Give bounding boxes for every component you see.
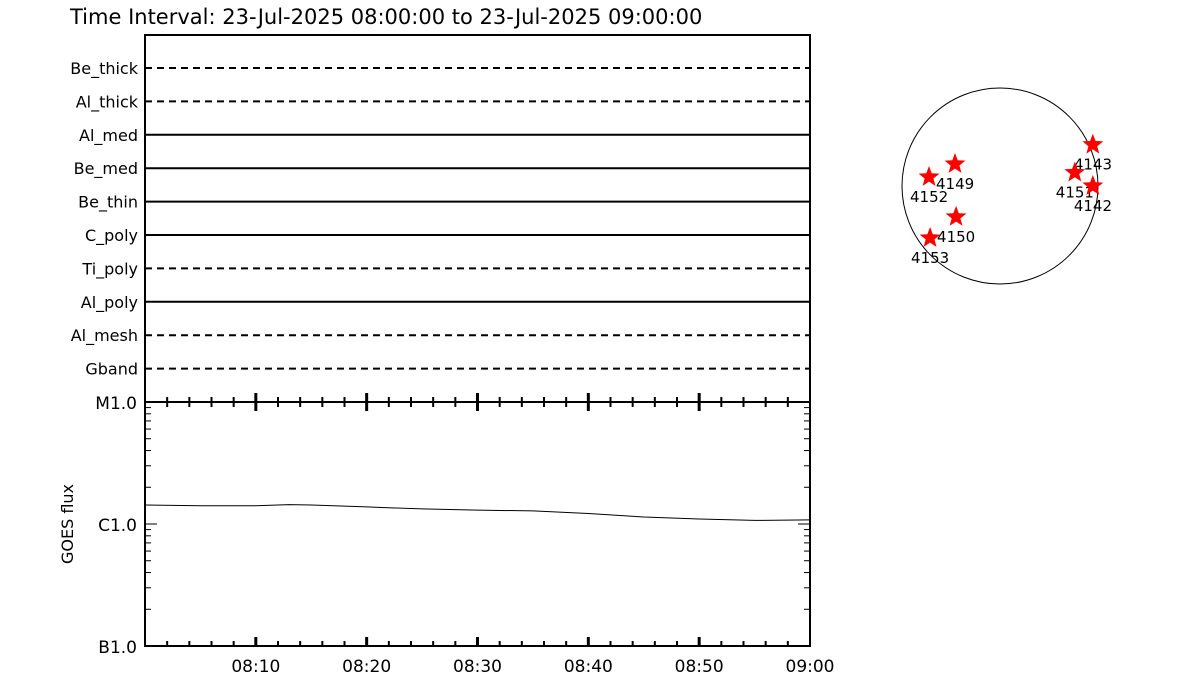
filter-label: Be_med: [74, 159, 138, 179]
x-tick-label: 08:20: [342, 657, 391, 677]
filter-label: Gband: [85, 360, 138, 379]
active-region-label: 4150: [937, 228, 975, 246]
filter-label: Al_mesh: [71, 326, 138, 346]
filter-label: Al_thick: [76, 92, 139, 112]
active-region-star-4142: [1082, 175, 1104, 195]
chart-title: Time Interval: 23-Jul-2025 08:00:00 to 2…: [69, 5, 702, 29]
y-tick-label: B1.0: [98, 638, 137, 658]
active-region-star-4152: [918, 166, 940, 186]
filter-label: Al_poly: [81, 293, 138, 313]
active-region-star-4143: [1082, 133, 1104, 154]
y-tick-label: M1.0: [95, 394, 137, 414]
filter-panel-frame: [144, 34, 811, 403]
active-region-star-4149: [944, 153, 966, 173]
active-region-label: 4152: [910, 188, 948, 206]
x-tick-label: 08:40: [564, 657, 613, 677]
filter-label: Be_thick: [70, 59, 138, 79]
active-region-star-4150: [945, 205, 967, 226]
goes-panel-frame: [144, 401, 811, 647]
x-tick-label: 08:10: [231, 657, 280, 677]
x-tick-label: 09:00: [786, 657, 835, 677]
goes-flux-line: [144, 504, 811, 521]
y-tick-label: C1.0: [98, 516, 137, 536]
active-region-label: 4153: [911, 249, 949, 267]
active-region-star-4153: [919, 227, 941, 247]
filter-panel: Be_thick Al_thick Al_med Be_med Be_thin C_pol…: [70, 34, 811, 403]
active-region-star-4151: [1064, 161, 1086, 182]
y-axis-label: GOES flux: [58, 484, 77, 564]
active-region-label: 4149: [936, 175, 974, 193]
goes-panel: B1.0 C1.0 M1.0 08:10 08:20 08:30 08:40 08:50 09:…: [58, 393, 835, 677]
filter-label: C_poly: [85, 226, 138, 246]
filter-label: Al_med: [79, 126, 138, 146]
filter-label: Ti_poly: [81, 259, 138, 279]
filter-label: Be_thin: [78, 193, 138, 213]
active-region-label: 4151: [1056, 184, 1094, 202]
x-tick-label: 08:30: [453, 657, 502, 677]
active-region-label: 4142: [1074, 197, 1112, 215]
x-tick-label: 08:50: [675, 657, 724, 677]
